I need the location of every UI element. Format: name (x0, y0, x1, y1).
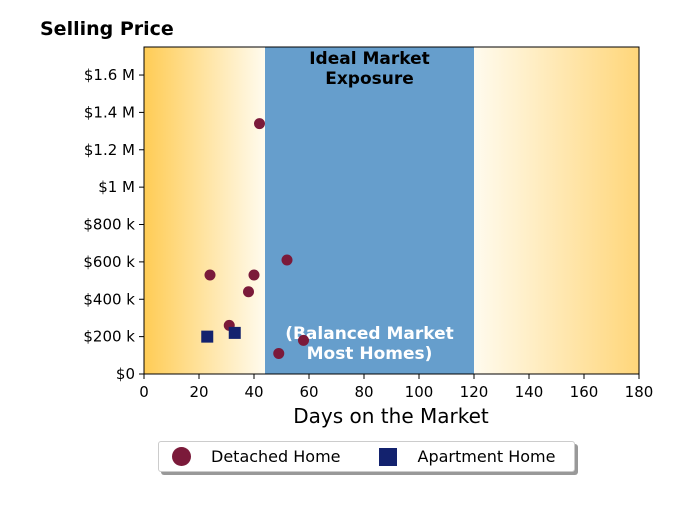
point-apartment-home (201, 330, 214, 343)
point-detached-home (281, 254, 293, 266)
circle-marker-icon (172, 447, 191, 466)
point-apartment-home (228, 326, 241, 339)
point-detached-home (248, 269, 260, 281)
legend-label-apartment: Apartment Home (417, 447, 556, 466)
x-tick-label: 140 (515, 383, 544, 401)
chart-title: Selling Price (40, 18, 174, 40)
legend-label-detached: Detached Home (211, 447, 341, 466)
band-label-bottom-line: (Balanced Market (285, 324, 454, 344)
band-ideal-exposure (265, 47, 474, 374)
y-tick-label: $1.2 M (84, 141, 135, 159)
square-marker-icon (378, 447, 397, 466)
y-tick-label: $600 k (83, 253, 135, 271)
y-tick-label: $0 (116, 365, 135, 383)
y-tick-label: $1.4 M (84, 103, 135, 121)
legend: Detached Home Apartment Home (158, 441, 575, 472)
x-axis: 0 20 40 60 80 100 120 140 160 180 (139, 374, 653, 401)
gradient-left (144, 47, 265, 374)
x-tick-label: 40 (244, 383, 263, 401)
y-axis: $0 $200 k $400 k $600 k $800 k $1 M $1.2 M $1.4… (83, 66, 144, 383)
band-label-bottom-line: Most Homes) (307, 344, 433, 364)
point-detached-home (298, 334, 309, 346)
band-label-top-line: Ideal Market (309, 49, 430, 69)
point-detached-home (273, 347, 285, 359)
y-tick-label: $800 k (83, 216, 135, 234)
x-axis-title: Days on the Market (293, 404, 489, 428)
y-tick-label: $1 M (98, 178, 135, 196)
legend-item-detached: Detached Home (159, 447, 341, 466)
legend-item-apartment: Apartment Home (341, 447, 556, 466)
x-tick-label: 160 (570, 383, 599, 401)
plot-background (144, 47, 639, 374)
point-detached-home (243, 286, 254, 298)
x-tick-label: 0 (139, 383, 149, 401)
x-tick-label: 120 (460, 383, 489, 401)
y-tick-label: $200 k (83, 328, 135, 346)
x-tick-label: 180 (625, 383, 654, 401)
x-tick-label: 100 (405, 383, 434, 401)
x-tick-label: 20 (189, 383, 208, 401)
plot-frame (143, 46, 640, 375)
band-label-top-line: Exposure (325, 69, 414, 89)
points-layer (201, 118, 309, 359)
y-tick-label: $400 k (83, 290, 135, 308)
x-tick-label: 60 (299, 383, 318, 401)
x-tick-label: 80 (354, 383, 373, 401)
point-detached-home (254, 118, 265, 130)
gradient-right (474, 47, 639, 374)
y-tick-label: $1.6 M (84, 66, 135, 84)
point-detached-home (204, 269, 216, 281)
